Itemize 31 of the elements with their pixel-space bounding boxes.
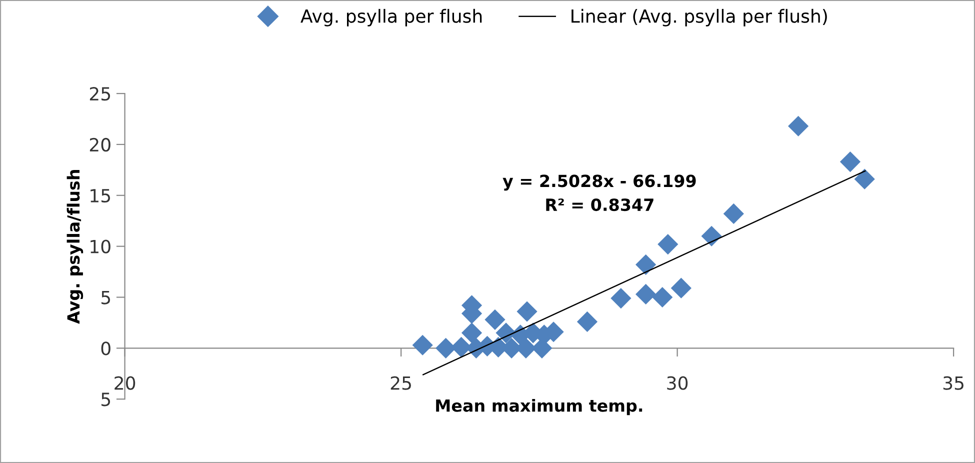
annotation: y = 2.5028x - 66.199 R² = 0.8347	[502, 174, 696, 212]
x-axis-title: Mean maximum temp.	[436, 398, 642, 416]
point	[840, 151, 861, 172]
point	[658, 234, 678, 255]
y-axis-title: Avg. psylla/flush	[66, 170, 84, 324]
point	[701, 226, 722, 246]
point	[610, 288, 632, 309]
legend-label: Avg. psylla per flush	[300, 8, 482, 26]
point	[484, 309, 506, 330]
point	[412, 334, 433, 356]
point	[670, 278, 692, 298]
x-tick-label: 30	[667, 376, 688, 390]
y-tick-label: 10	[90, 240, 110, 254]
point	[516, 301, 538, 322]
point	[636, 254, 656, 275]
point	[788, 116, 809, 136]
point	[576, 311, 598, 332]
y-tick-label: 20	[90, 138, 110, 152]
y-tick-label: 5	[102, 392, 110, 406]
x-tick-label: 35	[943, 376, 964, 390]
point	[723, 203, 744, 224]
point	[636, 284, 656, 304]
x-tick-label: 25	[390, 376, 411, 390]
point	[854, 168, 875, 190]
y-tick-label: 15	[90, 189, 110, 202]
y-tick-label: 0	[101, 342, 110, 356]
y-tick-label: 25	[90, 86, 110, 101]
legend-label: Linear (Avg. psylla per flush)	[572, 8, 827, 26]
y-tick-label: 5	[102, 290, 110, 304]
point	[652, 286, 673, 308]
point	[461, 322, 482, 344]
